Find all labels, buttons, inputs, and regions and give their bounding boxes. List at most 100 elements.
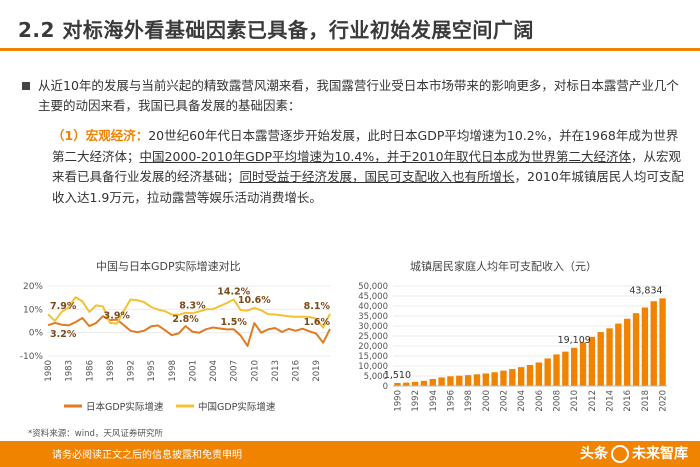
income-bar-2004 bbox=[517, 367, 525, 386]
income-xtick-1990: 1990 bbox=[393, 390, 403, 412]
income-ytick-3: 35,000 bbox=[358, 312, 388, 322]
income-bar-2006 bbox=[535, 362, 543, 386]
income-xtick-2006: 2006 bbox=[535, 390, 545, 412]
gdp-data-label-4: 2.8% bbox=[172, 314, 199, 325]
gdp-series-line-0 bbox=[47, 315, 331, 347]
income-ytick-10: 0 bbox=[383, 382, 388, 392]
income-xtick-2018: 2018 bbox=[641, 390, 651, 412]
income-xtick-2012: 2012 bbox=[588, 390, 598, 412]
watermark-left: 头条 bbox=[580, 446, 608, 462]
income-bar-1994 bbox=[429, 379, 436, 386]
gdp-xtick-2010: 2010 bbox=[250, 360, 260, 382]
income-data-label-2020: 43,834 bbox=[629, 285, 662, 296]
para-income-text: 同时受益于经济发展，国民可支配收入也有所增长 bbox=[239, 169, 515, 184]
income-bar-1991 bbox=[403, 382, 410, 386]
income-ytick-0: 50,000 bbox=[358, 282, 388, 292]
gdp-data-label-7: 1.5% bbox=[221, 317, 248, 328]
income-xtick-1996: 1996 bbox=[446, 390, 456, 412]
bullet-square-icon bbox=[22, 82, 30, 90]
title-divider bbox=[0, 48, 700, 51]
gdp-data-label-0: 7.9% bbox=[50, 301, 77, 312]
gdp-xtick-1980: 1980 bbox=[44, 360, 54, 382]
gdp-xtick-1986: 1986 bbox=[85, 360, 95, 382]
income-xtick-2002: 2002 bbox=[499, 390, 509, 412]
income-xtick-2014: 2014 bbox=[606, 390, 616, 412]
income-bar-2001 bbox=[491, 372, 498, 386]
income-bar-2019 bbox=[650, 301, 657, 386]
income-ytick-7: 15,000 bbox=[358, 352, 388, 362]
para-income-detail-text: ，2010年城镇居民人均可支配收入达1.9万元，拉动露营等娱乐活动消费增长。 bbox=[52, 169, 684, 205]
income-bar-2011 bbox=[579, 342, 587, 386]
gdp-data-label-1: 3.2% bbox=[50, 329, 77, 340]
gdp-data-label-9: 1.6% bbox=[304, 317, 331, 328]
income-bar-2010 bbox=[571, 347, 578, 386]
watermark: 头条 未来智库 bbox=[580, 441, 688, 467]
income-xtick-2004: 2004 bbox=[517, 390, 527, 412]
intro-bullet: 从近10年的发展与当前兴起的精致露营风潮来看，我国露营行业受日本市场带来的影响更… bbox=[22, 76, 684, 116]
income-chart-title: 城镇居民家庭人均年可支配收入（元） bbox=[410, 260, 597, 273]
income-bar-2016 bbox=[624, 318, 631, 386]
watermark-logo-icon bbox=[611, 445, 629, 463]
macro-economy-paragraph: （1）宏观经济：20世纪60年代日本露营逐步开始发展，此时日本GDP平均增速为1… bbox=[52, 126, 684, 208]
income-data-label-1990: 1,510 bbox=[384, 370, 411, 381]
gdp-data-label-5: 14.2% bbox=[217, 287, 250, 298]
income-bar-2017 bbox=[632, 313, 640, 386]
gdp-xtick-1998: 1998 bbox=[168, 360, 178, 382]
income-ytick-5: 25,000 bbox=[358, 332, 388, 342]
intro-text: 从近10年的发展与当前兴起的精致露营风潮来看，我国露营行业受日本市场带来的影响更… bbox=[38, 78, 679, 113]
income-xtick-2010: 2010 bbox=[570, 390, 580, 412]
para-japan-text: 20世纪60年代日本露营逐步开始发展，此时日本GDP平均增速为10.2%，并在1… bbox=[52, 128, 679, 164]
income-xtick-1998: 1998 bbox=[464, 390, 474, 412]
income-xtick-2000: 2000 bbox=[482, 390, 492, 412]
income-bar-1990 bbox=[394, 382, 401, 386]
income-bar-2018 bbox=[641, 307, 649, 386]
para-china-gdp-text: 中国2000-2010年GDP平均增速为10.4%，并于2010年取代日本成为世… bbox=[139, 148, 632, 164]
gdp-series-line-1 bbox=[47, 296, 331, 329]
income-bar-1996 bbox=[447, 376, 454, 386]
gdp-growth-line-chart: 20% 10% 0% -10%1980 1983 1986 1989 1992 1995 1998… bbox=[20, 282, 331, 413]
income-ytick-1: 45,000 bbox=[358, 292, 388, 302]
footer-bar: 请务必阅读正文之后的信息披露和免责申明 头条 未来智库 bbox=[0, 441, 700, 467]
income-ytick-8: 10,000 bbox=[358, 362, 388, 372]
gdp-xtick-2016: 2016 bbox=[292, 360, 302, 382]
income-ytick-6: 20,000 bbox=[358, 342, 388, 352]
gdp-xtick-1995: 1995 bbox=[147, 360, 157, 382]
income-bar-2012 bbox=[588, 336, 596, 386]
income-bar-1995 bbox=[438, 377, 445, 386]
gdp-data-label-6: 10.6% bbox=[238, 295, 271, 306]
watermark-right: 未来智库 bbox=[632, 446, 688, 462]
gdp-xtick-2001: 2001 bbox=[188, 360, 198, 382]
gdp-ytick-1: 10% bbox=[23, 305, 43, 315]
disclaimer-text: 请务必阅读正文之后的信息披露和免责申明 bbox=[52, 450, 242, 461]
income-bar-1998 bbox=[464, 375, 472, 386]
gdp-xtick-1989: 1989 bbox=[106, 360, 116, 382]
income-bar-2003 bbox=[509, 369, 516, 386]
income-bar-2008 bbox=[553, 354, 560, 386]
income-bar-2005 bbox=[526, 365, 534, 386]
gdp-ytick-2: 0% bbox=[29, 329, 44, 339]
income-ytick-4: 30,000 bbox=[358, 322, 388, 332]
gdp-ytick-0: 20% bbox=[23, 282, 43, 292]
gdp-data-label-2: 3.9% bbox=[104, 311, 131, 322]
gdp-xtick-1992: 1992 bbox=[127, 360, 137, 382]
income-data-label-2010: 19,109 bbox=[558, 335, 591, 346]
gdp-data-label-8: 8.1% bbox=[304, 301, 331, 312]
gdp-xtick-2004: 2004 bbox=[209, 360, 219, 382]
gdp-xtick-2007: 2007 bbox=[230, 360, 240, 382]
income-bar-2015 bbox=[615, 323, 622, 386]
income-bar-2007 bbox=[544, 358, 551, 386]
income-xtick-2016: 2016 bbox=[623, 390, 633, 412]
gdp-data-label-3: 8.3% bbox=[179, 300, 206, 311]
para-base-text: ，从宏观来看已具备行业发展的经济基础； bbox=[52, 148, 682, 185]
gdp-legend-label-0: 日本GDP实际增速 bbox=[86, 401, 164, 413]
gdp-ytick-3: -10% bbox=[20, 352, 44, 362]
gdp-xtick-2013: 2013 bbox=[271, 360, 281, 382]
income-ytick-9: 5,000 bbox=[364, 372, 388, 382]
income-bar-2009 bbox=[562, 351, 569, 386]
income-ytick-2: 40,000 bbox=[358, 302, 388, 312]
income-bar-2014 bbox=[606, 328, 613, 386]
income-bar-2002 bbox=[500, 370, 507, 386]
income-xtick-2020: 2020 bbox=[659, 390, 669, 412]
income-xtick-1994: 1994 bbox=[429, 390, 439, 412]
macro-label: （1）宏观经济： bbox=[52, 128, 149, 143]
